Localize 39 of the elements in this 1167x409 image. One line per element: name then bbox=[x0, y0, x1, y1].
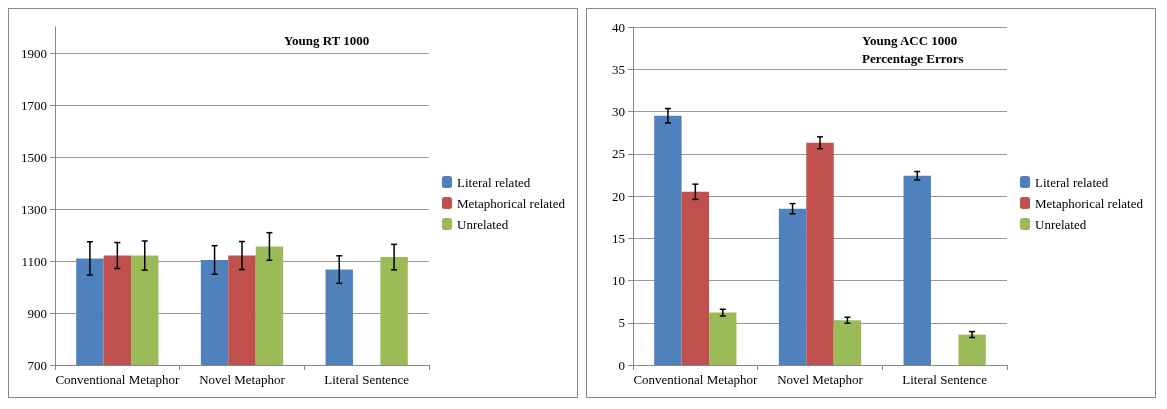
y-tick-label: 900 bbox=[27, 305, 47, 321]
x-tick-label: Conventional Metaphor bbox=[633, 372, 758, 387]
y-tick-label: 1900 bbox=[21, 45, 47, 61]
legend-label: Unrelated bbox=[1035, 216, 1087, 232]
bar bbox=[709, 312, 737, 365]
y-tick-label: 1700 bbox=[21, 97, 47, 113]
legend-label: Literal related bbox=[1035, 174, 1109, 190]
x-tick-label: Novel Metaphor bbox=[199, 372, 286, 387]
legend-label: Literal related bbox=[457, 174, 531, 190]
y-tick-label: 0 bbox=[618, 357, 625, 373]
y-tick-label: 10 bbox=[612, 273, 625, 288]
y-tick-label: 30 bbox=[612, 104, 625, 119]
bar bbox=[778, 208, 807, 365]
x-tick-label: Literal Sentence bbox=[324, 372, 410, 387]
x-tick-label: Conventional Metaphor bbox=[55, 372, 180, 387]
bar bbox=[903, 175, 931, 365]
text: Percentage Errors bbox=[862, 51, 964, 66]
x-tick-label: Literal Sentence bbox=[902, 372, 988, 387]
chart-title: Young RT 1000 bbox=[284, 33, 370, 48]
bar bbox=[833, 320, 862, 365]
y-tick-label: 35 bbox=[612, 61, 625, 77]
legend-label: Metaphorical related bbox=[1035, 195, 1144, 211]
y-tick-label: 15 bbox=[612, 230, 625, 246]
y-tick-label: 1300 bbox=[21, 201, 47, 217]
bar bbox=[681, 191, 710, 365]
x-tick-label: Novel Metaphor bbox=[777, 372, 864, 387]
bar bbox=[958, 334, 986, 365]
text: Young ACC 1000 bbox=[862, 33, 958, 48]
y-tick-label: 1100 bbox=[21, 253, 47, 269]
y-tick-label: 700 bbox=[27, 357, 47, 373]
bar bbox=[806, 142, 834, 365]
y-tick-label: 5 bbox=[618, 315, 625, 331]
y-tick-label: 1500 bbox=[21, 149, 47, 165]
y-tick-label: 20 bbox=[612, 188, 625, 204]
legend-label: Metaphorical related bbox=[457, 195, 566, 211]
bar bbox=[654, 115, 682, 365]
legend-label: Unrelated bbox=[457, 216, 509, 232]
y-tick-label: 25 bbox=[612, 146, 625, 162]
y-tick-label: 40 bbox=[612, 19, 625, 35]
